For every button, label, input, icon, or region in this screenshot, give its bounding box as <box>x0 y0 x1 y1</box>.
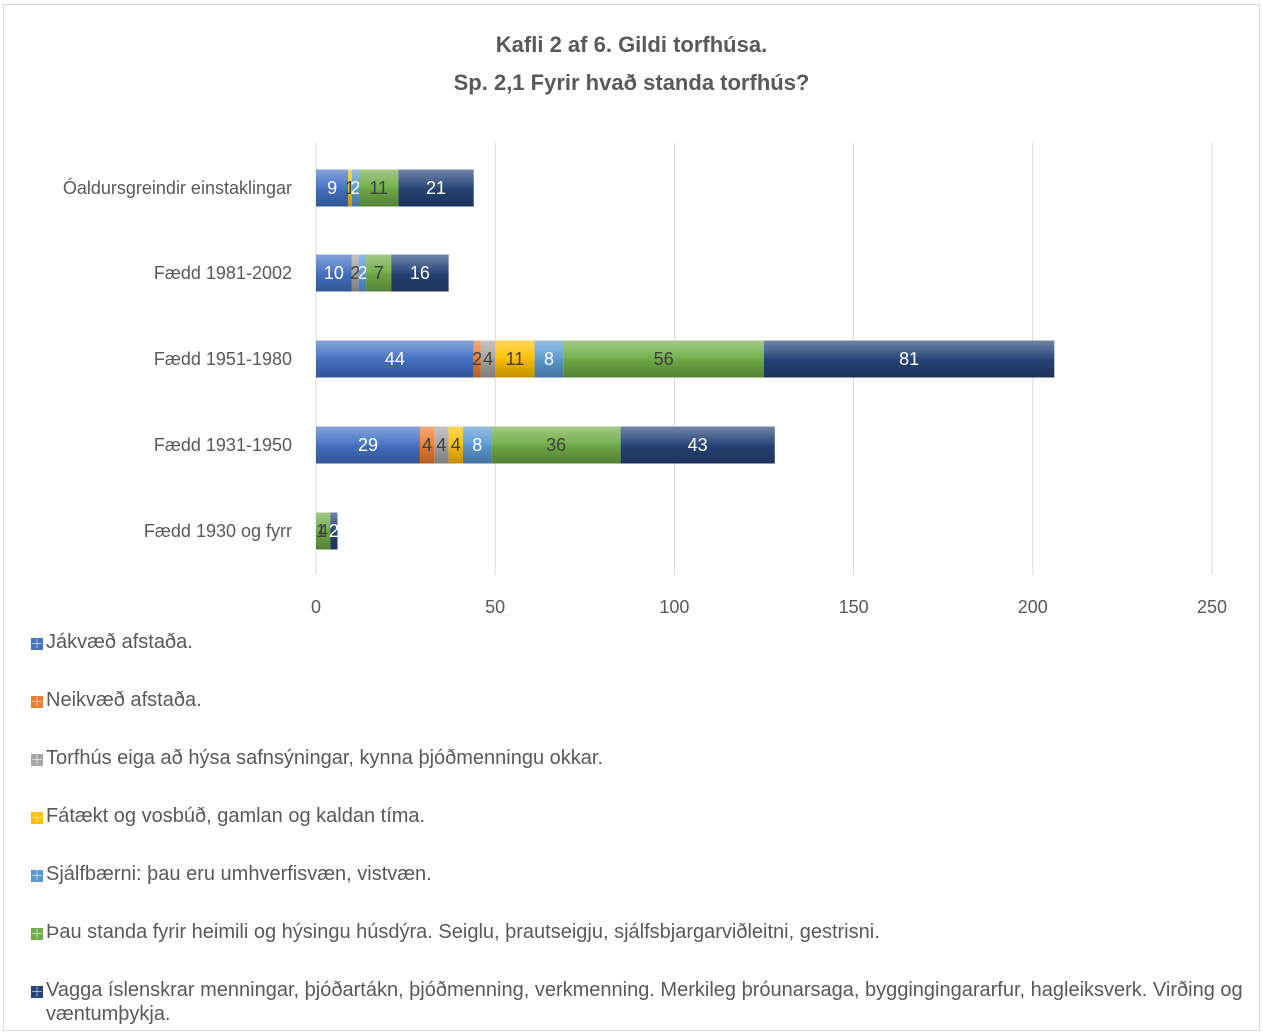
legend-item: Jákvæð afstaða. <box>31 630 1261 688</box>
bar-segment-gloss <box>398 169 474 207</box>
category-label: Fædd 1931-1950 <box>154 435 292 455</box>
legend-item: Neikvæð afstaða. <box>31 688 1261 746</box>
data-label: 9 <box>327 178 337 198</box>
data-label: 2 <box>350 178 360 198</box>
bar-chart: 0 50 100 150 200 250 Óaldursgreindir einstakli… <box>63 143 1227 617</box>
data-label: 2 <box>329 521 339 541</box>
bar-segment-gloss <box>563 340 764 378</box>
legend-swatch <box>31 986 43 998</box>
data-label: 7 <box>374 263 384 283</box>
legend-item: Fátækt og vosbúð, gamlan og kaldan tíma. <box>31 804 1261 862</box>
chart-title: Kafli 2 af 6. Gildi torfhúsa. <box>495 32 768 57</box>
bar-segment-gloss <box>434 426 449 464</box>
bar-segment-gloss <box>330 512 338 550</box>
legend-item: Vagga íslenskrar menningar, þjóðartákn, … <box>31 978 1261 1036</box>
legend-item: Sjálfbærni: þau eru umhverfisvæn, vistvæ… <box>31 862 1261 920</box>
x-tick-label: 150 <box>839 597 869 617</box>
data-label: 11 <box>369 178 388 198</box>
data-label: 11 <box>506 349 525 369</box>
bar-segment-gloss <box>534 340 564 378</box>
data-label: 2 <box>350 263 360 283</box>
data-label: 4 <box>422 435 432 455</box>
data-label: 4 <box>451 435 461 455</box>
data-label: 1 <box>345 178 355 198</box>
data-label: 10 <box>324 263 344 283</box>
category-label: Óaldursgreindir einstaklingar <box>63 177 292 198</box>
category-label: Fædd 1951-1980 <box>154 349 292 369</box>
x-tick-label: 250 <box>1197 597 1227 617</box>
bar-segment-gloss <box>366 254 392 292</box>
data-label: 2 <box>472 349 482 369</box>
bar-segment-gloss <box>351 254 360 292</box>
bar-segment-gloss <box>351 169 360 207</box>
bar-segment-gloss <box>448 426 463 464</box>
x-tick-label: 50 <box>485 597 505 617</box>
data-label: 56 <box>654 349 674 369</box>
legend-item: Torfhús eiga að hýsa safnsýningar, kynna… <box>31 746 1261 804</box>
legend-label: Neikvæð afstaða. <box>46 689 202 711</box>
legend-swatch <box>31 696 43 708</box>
chart-subtitle: Sp. 2,1 Fyrir hvað standa torfhús? <box>453 70 810 95</box>
data-label: 44 <box>385 349 405 369</box>
data-label: 43 <box>688 435 708 455</box>
legend-label: Fátækt og vosbúð, gamlan og kaldan tíma. <box>46 805 426 827</box>
data-label: 1 <box>316 521 326 541</box>
bar-segment-gloss <box>480 340 496 378</box>
bar-segment-gloss <box>491 426 621 464</box>
legend-swatch <box>31 812 43 824</box>
bar-segment-gloss <box>495 340 535 378</box>
bar-segment-gloss <box>359 169 399 207</box>
bar-segment-gloss <box>473 340 481 378</box>
data-label: 2 <box>358 263 368 283</box>
legend-label: Vagga íslenskrar menningar, þjóðartákn, … <box>46 979 1243 1025</box>
legend-swatch <box>31 638 43 650</box>
x-tick-label: 200 <box>1018 597 1048 617</box>
bar-segment-gloss <box>620 426 775 464</box>
legend-label: Jákvæð afstaða. <box>46 631 193 653</box>
bar-segment-gloss <box>764 340 1055 378</box>
category-label: Fædd 1930 og fyrr <box>144 521 292 541</box>
x-tick-label: 0 <box>311 597 321 617</box>
bar-segment-gloss <box>359 254 367 292</box>
data-label: 81 <box>899 349 919 369</box>
bar-segment-gloss <box>419 426 435 464</box>
data-label: 21 <box>426 178 446 198</box>
legend-swatch <box>31 870 43 882</box>
legend-swatch <box>31 754 43 766</box>
data-label: 16 <box>410 263 430 283</box>
bar-segment-gloss <box>391 254 449 292</box>
chart-frame <box>3 4 1260 1031</box>
legend-label: Torfhús eiga að hýsa safnsýningar, kynna… <box>46 747 604 769</box>
legend-label: Sjálfbærni: þau eru umhverfisvæn, vistvæ… <box>46 863 432 885</box>
bar-segment-gloss <box>316 169 349 207</box>
data-label: 8 <box>472 435 482 455</box>
data-label: 4 <box>436 435 446 455</box>
legend-label: Þau standa fyrir heimili og hýsingu húsd… <box>46 921 880 943</box>
x-tick-label: 100 <box>659 597 689 617</box>
data-label: 36 <box>546 435 566 455</box>
bar-segment-gloss <box>316 340 474 378</box>
bar-segment-gloss <box>316 426 420 464</box>
category-label: Fædd 1981-2002 <box>154 263 292 283</box>
data-label: 29 <box>358 435 378 455</box>
legend-swatch <box>31 928 43 940</box>
data-label: 8 <box>544 349 554 369</box>
bar-segment-gloss <box>316 254 352 292</box>
bar-segment-gloss <box>348 169 352 207</box>
bar-segment-gloss <box>316 512 331 550</box>
bar-segment-gloss <box>462 426 492 464</box>
legend-item: Þau standa fyrir heimili og hýsingu húsd… <box>31 920 1261 978</box>
data-label: 4 <box>483 349 493 369</box>
chart-legend: Jákvæð afstaða. Neikvæð afstaða. Torfhús e… <box>31 630 1261 1036</box>
data-label: 4 <box>318 521 328 541</box>
